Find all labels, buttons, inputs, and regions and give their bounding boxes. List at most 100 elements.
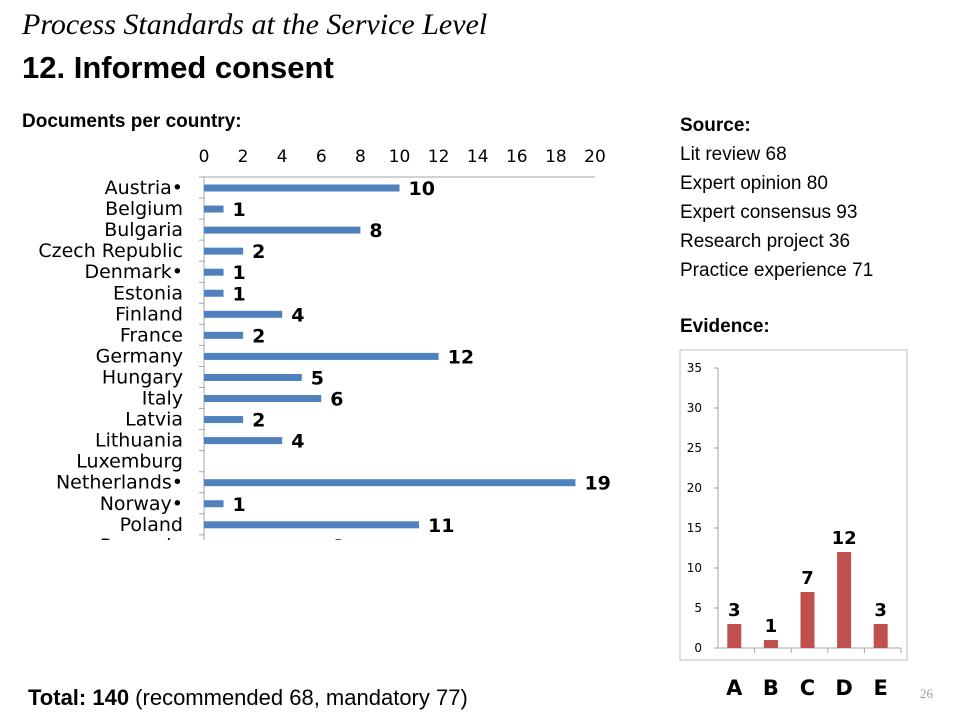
source-item-research-project: Research project 36	[680, 231, 851, 252]
x-tick-label: 10	[389, 147, 411, 167]
data-label-austria: 10	[409, 178, 435, 200]
bar-italy	[204, 395, 322, 402]
evidence-bar-b	[763, 640, 778, 648]
bar-germany	[204, 352, 439, 360]
category-label-latvia: Latvia	[125, 409, 183, 431]
data-label-czech-republic: 2	[252, 241, 265, 263]
x-tick-label: 14	[467, 147, 489, 167]
x-tick-label: 2	[238, 147, 249, 167]
bar-poland	[204, 521, 420, 529]
documents-heading: Documents per country:	[22, 111, 242, 132]
evidence-bar-chart: 0 5 10 15 20 25 30 35 3 A 1 B 7 C 12 D 3 E	[679, 349, 908, 700]
bar-hungary	[204, 373, 302, 381]
evidence-category-a: A	[726, 676, 743, 700]
evidence-category-b: B	[763, 676, 779, 700]
y-tick-label: 5	[694, 601, 702, 615]
evidence-data-label-e: 3	[874, 600, 887, 621]
data-label-belgium: 1	[233, 199, 246, 221]
category-label-luxemburg: Luxemburg	[76, 451, 183, 473]
evidence-data-label-b: 1	[765, 616, 778, 637]
total-prefix: Total: 140	[28, 685, 130, 710]
bar-denmark	[204, 268, 224, 276]
evidence-heading: Evidence:	[680, 316, 770, 337]
bar-estonia	[204, 289, 224, 297]
bar-belgium	[204, 205, 224, 213]
data-label-poland: 11	[428, 515, 454, 537]
category-label-romania: Romania	[100, 535, 183, 540]
data-label-italy: 6	[330, 389, 343, 411]
total-suffix: (recommended 68, mandatory 77)	[129, 685, 468, 710]
evidence-category-d: D	[835, 676, 852, 700]
category-label-denmark: Denmark•	[84, 261, 183, 283]
evidence-bar-d	[837, 552, 852, 648]
data-label-finland: 4	[291, 304, 304, 326]
category-label-lithuania: Lithuania	[95, 430, 183, 452]
category-label-czech-republic: Czech Republic	[38, 240, 183, 262]
category-label-finland: Finland	[115, 303, 183, 325]
evidence-data-label-a: 3	[728, 600, 741, 621]
bar-latvia	[204, 416, 244, 424]
data-label-estonia: 1	[233, 283, 246, 305]
y-tick-label: 0	[694, 641, 702, 655]
category-label-bulgaria: Bulgaria	[104, 219, 183, 241]
evidence-data-label-c: 7	[801, 568, 814, 589]
x-tick-label: 8	[355, 147, 366, 167]
y-tick-label: 20	[687, 481, 702, 495]
x-tick-label: 0	[199, 147, 210, 167]
data-label-germany: 12	[448, 346, 474, 368]
data-label-romania: 6	[330, 536, 343, 540]
bar-austria	[204, 184, 400, 192]
data-label-bulgaria: 8	[369, 220, 382, 242]
evidence-category-c: C	[800, 676, 815, 700]
source-item-practice-experience: Practice experience 71	[680, 260, 874, 281]
slide-subtitle: 12. Informed consent	[22, 50, 334, 85]
bar-france	[204, 331, 244, 339]
category-label-germany: Germany	[96, 345, 183, 367]
category-label-belgium: Belgium	[105, 198, 183, 220]
evidence-bar-e	[873, 624, 888, 648]
data-label-france: 2	[252, 325, 265, 347]
y-tick-label: 35	[687, 361, 702, 375]
evidence-data-label-d: 12	[832, 528, 857, 549]
bar-bulgaria	[204, 226, 361, 234]
bar-netherlands	[204, 479, 576, 487]
category-label-estonia: Estonia	[113, 282, 183, 304]
evidence-bar-a	[727, 624, 742, 648]
data-label-norway: 1	[233, 494, 246, 516]
category-label-norway: Norway•	[100, 493, 183, 515]
bar-czech-republic	[204, 247, 244, 255]
data-label-netherlands: 19	[584, 473, 610, 495]
y-tick-label: 10	[687, 561, 702, 575]
x-tick-label: 4	[277, 147, 288, 167]
x-tick-label: 12	[428, 147, 450, 167]
data-label-latvia: 2	[252, 410, 265, 432]
bar-lithuania	[204, 437, 283, 445]
category-label-austria: Austria•	[105, 177, 183, 199]
bar-norway	[204, 500, 224, 508]
x-tick-label: 20	[584, 147, 606, 167]
source-block: Source: Lit review 68 Expert opinion 80 …	[680, 111, 873, 285]
y-tick-label: 15	[687, 521, 702, 535]
evidence-category-e: E	[874, 676, 888, 700]
total-line: Total: 140 (recommended 68, mandatory 77…	[28, 685, 468, 711]
category-label-netherlands: Netherlands•	[56, 472, 183, 494]
category-label-hungary: Hungary	[102, 366, 183, 388]
source-item-lit-review: Lit review 68	[680, 144, 787, 165]
y-tick-label: 25	[687, 441, 702, 455]
x-tick-label: 18	[545, 147, 567, 167]
bar-finland	[204, 310, 283, 318]
y-tick-label: 30	[687, 401, 702, 415]
page-number: 26	[920, 686, 933, 701]
category-label-poland: Poland	[120, 514, 183, 536]
data-label-lithuania: 4	[291, 431, 304, 453]
evidence-bar-c	[800, 592, 815, 648]
category-label-italy: Italy	[142, 388, 183, 410]
data-label-hungary: 5	[311, 367, 324, 389]
x-tick-label: 6	[316, 147, 327, 167]
x-tick-label: 16	[506, 147, 528, 167]
plot-frame	[679, 349, 908, 661]
data-label-denmark: 1	[233, 262, 246, 284]
category-label-france: France	[120, 324, 183, 346]
source-item-expert-consensus: Expert consensus 93	[680, 202, 858, 223]
